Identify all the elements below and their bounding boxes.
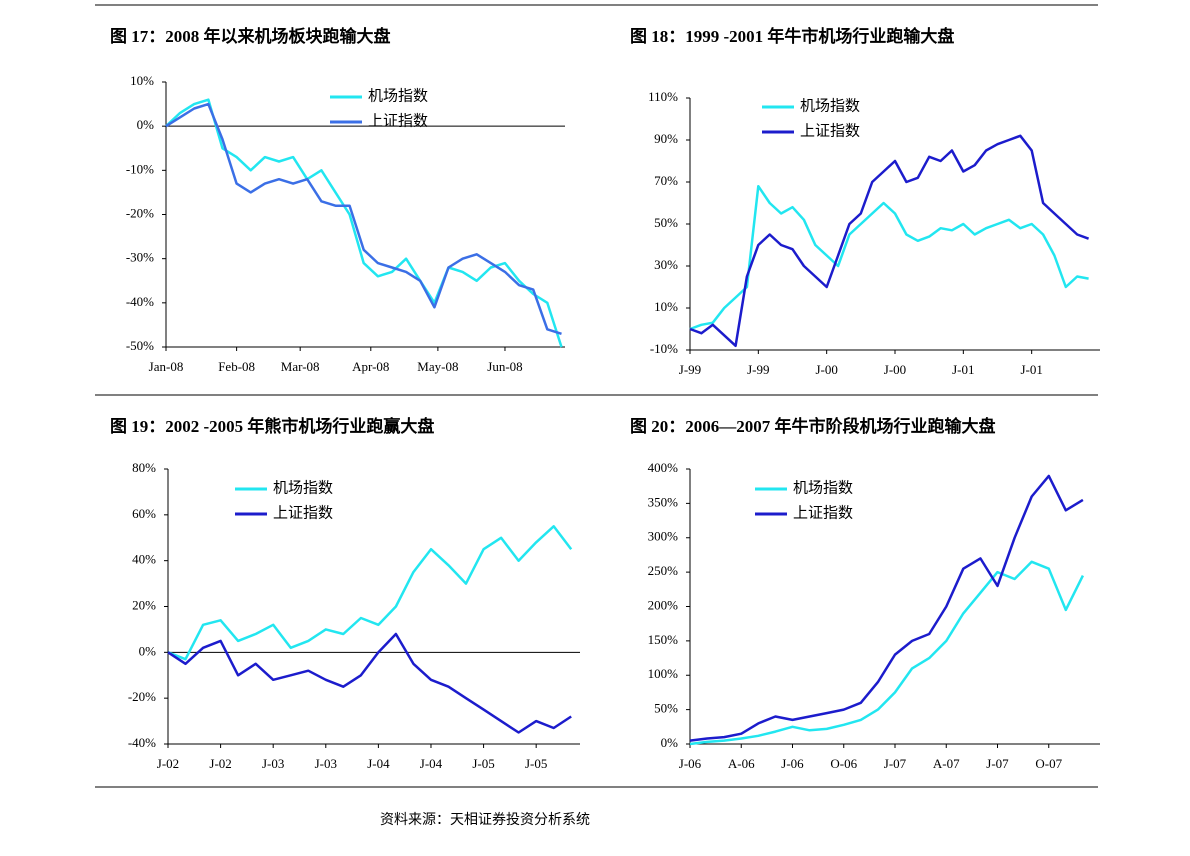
y-tick-label: 100% — [648, 666, 679, 681]
x-tick-label: J-01 — [952, 362, 974, 377]
y-tick-label: 70% — [654, 173, 678, 188]
y-tick-label: -40% — [128, 735, 156, 750]
series-line — [689, 184, 1089, 331]
x-tick-label: Jun-08 — [487, 359, 522, 374]
y-tick-label: -20% — [128, 689, 156, 704]
y-tick-label: 20% — [132, 597, 156, 612]
x-tick-label: J-02 — [157, 756, 179, 771]
y-tick-label: 200% — [648, 597, 679, 612]
x-tick-label: J-05 — [472, 756, 494, 771]
legend-label: 机场指数 — [793, 479, 853, 496]
legend-label: 上证指数 — [273, 504, 333, 521]
x-tick-label: Jan-08 — [149, 359, 184, 374]
x-tick-label: Apr-08 — [352, 359, 389, 374]
source-note: 资料来源：天相证券投资分析系统 — [380, 812, 590, 828]
x-tick-label: J-07 — [884, 756, 907, 771]
x-tick-label: J-06 — [679, 756, 702, 771]
series-line — [167, 632, 572, 734]
legend-label: 机场指数 — [368, 87, 428, 104]
y-tick-label: -10% — [126, 161, 154, 176]
legend-label: 机场指数 — [273, 479, 333, 496]
y-tick-label: -40% — [126, 294, 154, 309]
y-tick-label: 300% — [648, 529, 679, 544]
x-tick-label: J-99 — [679, 362, 701, 377]
chart-title: 图 19：2002 -2005 年熊市机场行业跑赢大盘 — [110, 416, 434, 436]
x-tick-label: J-03 — [262, 756, 284, 771]
series-line — [167, 525, 573, 661]
y-tick-label: 400% — [648, 460, 679, 475]
x-tick-label: J-07 — [986, 756, 1009, 771]
series-line — [689, 560, 1085, 746]
legend-label: 上证指数 — [800, 122, 860, 139]
y-tick-label: -50% — [126, 338, 154, 353]
chart-title: 图 20：2006—2007 年牛市阶段机场行业跑输大盘 — [630, 416, 996, 436]
x-tick-label: J-04 — [420, 756, 443, 771]
x-tick-label: J-05 — [525, 756, 547, 771]
x-tick-label: Feb-08 — [218, 359, 255, 374]
x-tick-label: J-04 — [367, 756, 390, 771]
x-tick-label: May-08 — [417, 359, 458, 374]
x-tick-label: J-03 — [315, 756, 337, 771]
legend-label: 上证指数 — [793, 504, 853, 521]
x-tick-label: A-06 — [728, 756, 755, 771]
x-tick-label: O-07 — [1035, 756, 1062, 771]
y-tick-label: -10% — [650, 341, 678, 356]
series-line — [689, 134, 1090, 348]
x-tick-label: A-07 — [933, 756, 960, 771]
y-tick-label: 10% — [654, 299, 678, 314]
legend-label: 机场指数 — [800, 97, 860, 114]
y-tick-label: 90% — [654, 131, 678, 146]
y-tick-label: 0% — [661, 735, 679, 750]
x-tick-label: O-06 — [830, 756, 857, 771]
x-tick-label: J-00 — [815, 362, 837, 377]
x-tick-label: J-06 — [781, 756, 804, 771]
y-tick-label: 60% — [132, 506, 156, 521]
x-tick-label: J-00 — [884, 362, 906, 377]
y-tick-label: 80% — [132, 460, 156, 475]
y-tick-label: 40% — [132, 552, 156, 567]
y-tick-label: 50% — [654, 701, 678, 716]
chart-title: 图 18：1999 -2001 年牛市机场行业跑输大盘 — [630, 26, 954, 46]
y-tick-label: 10% — [130, 73, 154, 88]
x-tick-label: J-01 — [1020, 362, 1042, 377]
y-tick-label: 30% — [654, 257, 678, 272]
x-tick-label: J-99 — [747, 362, 769, 377]
chart-title: 图 17：2008 年以来机场板块跑输大盘 — [110, 26, 391, 46]
series-line — [689, 474, 1084, 742]
y-tick-label: 350% — [648, 494, 679, 509]
y-tick-label: -20% — [126, 205, 154, 220]
x-tick-label: J-02 — [209, 756, 231, 771]
y-tick-label: -30% — [126, 250, 154, 265]
y-tick-label: 250% — [648, 563, 679, 578]
y-tick-label: 150% — [648, 632, 679, 647]
x-tick-label: Mar-08 — [281, 359, 320, 374]
series-line — [165, 102, 562, 335]
series-line — [165, 98, 563, 348]
legend-label: 上证指数 — [368, 112, 428, 129]
y-tick-label: 0% — [139, 643, 157, 658]
y-tick-label: 110% — [648, 89, 678, 104]
y-tick-label: 0% — [137, 117, 155, 132]
y-tick-label: 50% — [654, 215, 678, 230]
